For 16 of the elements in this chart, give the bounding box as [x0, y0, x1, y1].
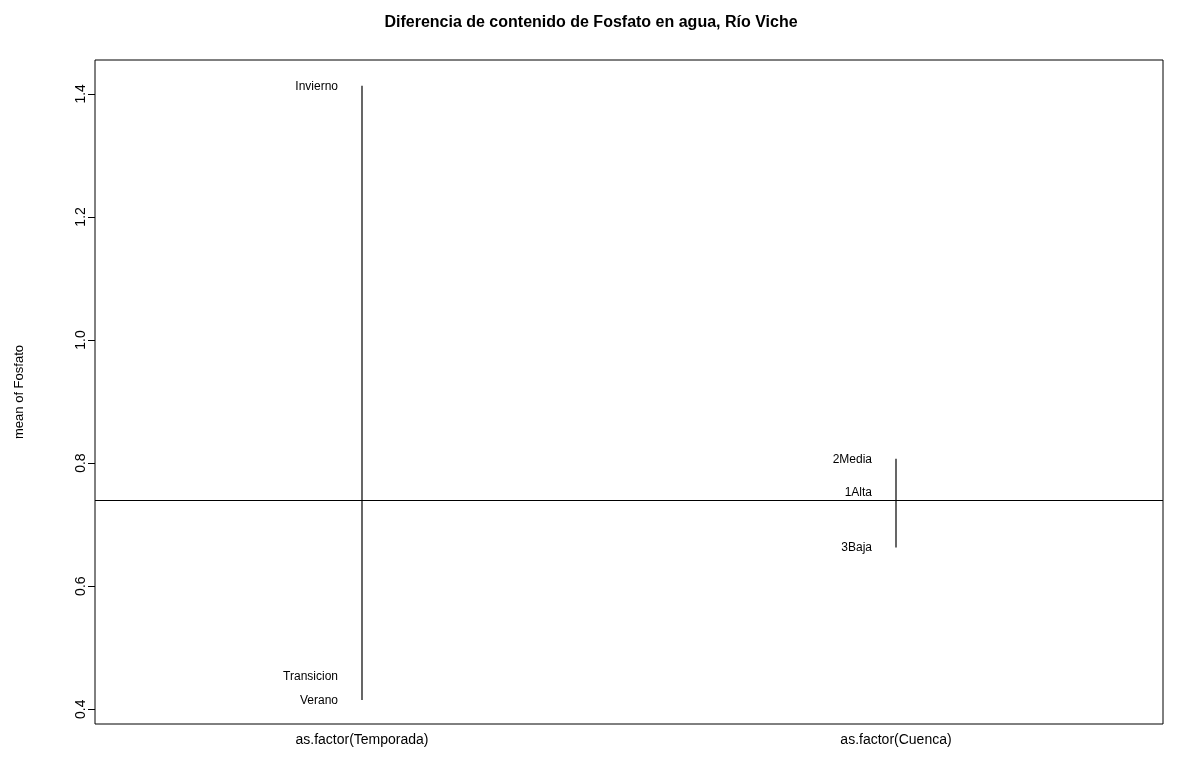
y-tick-label: 0.6 — [72, 576, 88, 596]
y-tick-label: 1.4 — [72, 83, 88, 104]
annotation: 1Alta — [844, 485, 873, 499]
annotation: Transicion — [283, 669, 338, 683]
chart-title: Diferencia de contenido de Fosfato en agua, Río Viche — [384, 12, 798, 30]
annotation: Invierno — [295, 78, 339, 93]
x-tick-label: as.factor(Temporada) — [295, 731, 429, 747]
y-axis-title: mean of Fosfato — [11, 345, 26, 439]
y-tick-label: 0.4 — [72, 699, 88, 719]
annotation: 3Baja — [841, 540, 873, 555]
annotation: 2Media — [832, 451, 873, 466]
y-tick-label: 0.8 — [72, 453, 88, 473]
y-tick-label: 1.0 — [72, 330, 88, 350]
y-tick-label: 1.2 — [72, 206, 88, 227]
x-tick-label: as.factor(Cuenca) — [840, 731, 952, 747]
annotation: Verano — [299, 693, 339, 707]
